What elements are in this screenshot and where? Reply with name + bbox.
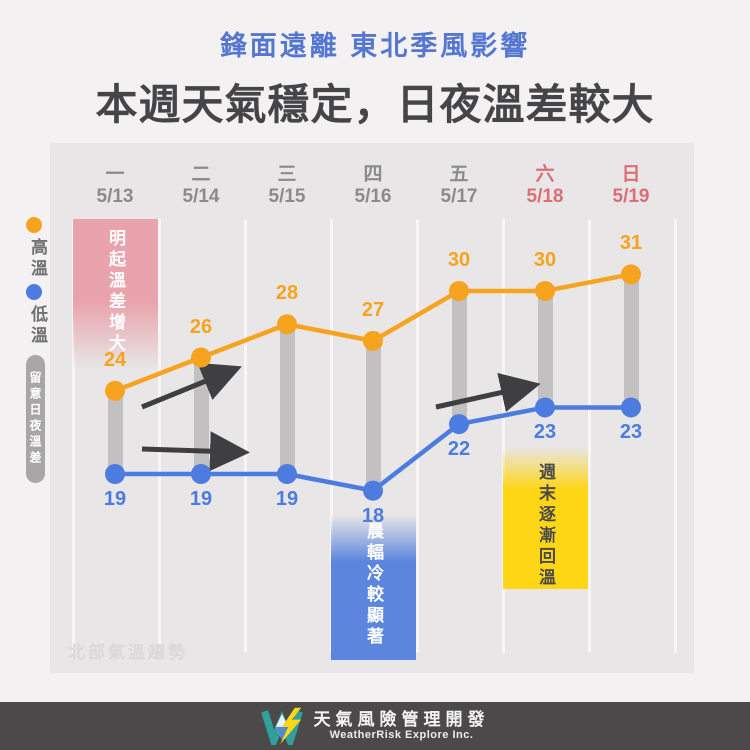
grid-line bbox=[158, 219, 161, 653]
day-label: 三 bbox=[277, 164, 297, 185]
high-temp-label: 28 bbox=[275, 282, 299, 305]
grid-line bbox=[502, 219, 505, 653]
temp-bar bbox=[537, 290, 553, 408]
date-label: 5/19 bbox=[612, 186, 650, 207]
high-temp-point bbox=[105, 380, 125, 401]
high-temp-legend-dot bbox=[26, 217, 42, 233]
note-pill-label: 留意日夜溫差 bbox=[28, 371, 42, 467]
grid-line bbox=[330, 219, 333, 653]
footer: 天氣風險管理開發 WeatherRisk Explore Inc. bbox=[0, 702, 750, 750]
low-temp-point bbox=[105, 464, 125, 484]
high-temp-label: 31 bbox=[619, 232, 643, 255]
day-label: 二 bbox=[191, 164, 211, 185]
day-label: 五 bbox=[449, 164, 469, 185]
high-temp-point bbox=[191, 347, 211, 368]
low-temp-point bbox=[449, 414, 469, 435]
weatherrisk-logo bbox=[260, 707, 303, 745]
date-label: 5/17 bbox=[440, 186, 478, 207]
high-temp-label: 27 bbox=[361, 298, 385, 321]
day-label: 日 bbox=[621, 164, 641, 185]
low-temp-legend-label: 低溫 bbox=[28, 305, 47, 347]
temp-bar bbox=[107, 390, 123, 474]
low-temp-label: 23 bbox=[533, 421, 557, 444]
trend-arrow bbox=[141, 362, 242, 410]
temp-bar bbox=[451, 290, 467, 425]
trend-arrow bbox=[141, 431, 250, 472]
annotation-box: 明起溫差增大 bbox=[73, 219, 158, 369]
annotation-label: 晨輻冷較顯著 bbox=[364, 522, 383, 648]
high-temp-label: 30 bbox=[447, 248, 471, 271]
low-temp-point bbox=[535, 397, 555, 418]
low-temp-point bbox=[621, 397, 641, 418]
annotation-label: 明起溫差增大 bbox=[106, 229, 125, 355]
header-subtitle: 鋒面遠離 東北季風影響 bbox=[219, 31, 531, 61]
date-label: 5/13 bbox=[96, 186, 134, 207]
trend-arrow bbox=[435, 372, 541, 412]
high-temp-point bbox=[277, 314, 297, 335]
low-temp-point bbox=[363, 480, 383, 501]
annotation-box: 晨輻冷較顯著 bbox=[331, 515, 416, 660]
page-title: 本週天氣穩定，日夜溫差較大 bbox=[95, 81, 655, 128]
low-temp-legend-dot bbox=[26, 284, 42, 300]
low-temp-label: 19 bbox=[103, 488, 127, 510]
high-temp-label: 24 bbox=[103, 348, 127, 371]
header: 鋒面遠離 東北季風影響 本週天氣穩定，日夜溫差較大 bbox=[0, 0, 750, 132]
grid-line bbox=[72, 219, 75, 653]
note-pill: 留意日夜溫差 bbox=[26, 355, 45, 483]
high-temp-point bbox=[449, 280, 469, 301]
high-temp-point bbox=[535, 280, 555, 301]
high-temp-label: 26 bbox=[189, 315, 213, 338]
low-temp-label: 19 bbox=[189, 488, 213, 510]
high-temp-point bbox=[363, 330, 383, 351]
footer-company-name: 天氣風險管理開發 bbox=[313, 710, 490, 729]
temp-bar bbox=[623, 274, 639, 408]
low-temp-point bbox=[191, 464, 211, 484]
temp-bar bbox=[365, 340, 381, 491]
annotation-label: 週末逐漸回溫 bbox=[536, 463, 555, 589]
high-temp-label: 30 bbox=[533, 248, 557, 271]
chart-caption: 北部氣溫趨勢 bbox=[68, 643, 188, 662]
chart-panel: 北部氣溫趨勢 一 5/13 二 5/14 三 5/15 四 5/16 五 5/17 六 5/18 日 5/… bbox=[50, 143, 694, 673]
day-label: 四 bbox=[363, 164, 383, 185]
low-temp-label: 18 bbox=[361, 504, 385, 527]
grid-line bbox=[588, 219, 591, 653]
date-label: 5/15 bbox=[268, 186, 306, 207]
date-label: 5/16 bbox=[354, 186, 392, 207]
temp-line-chart bbox=[105, 264, 641, 501]
high-temp-point bbox=[621, 264, 641, 285]
footer-text: 天氣風險管理開發 WeatherRisk Explore Inc. bbox=[314, 710, 490, 742]
grid-line bbox=[416, 219, 419, 653]
high-temp-legend-label: 高溫 bbox=[28, 238, 47, 280]
day-label: 六 bbox=[535, 164, 555, 185]
low-temp-label: 23 bbox=[619, 421, 643, 444]
footer-company-name-en: WeatherRisk Explore Inc. bbox=[329, 729, 474, 741]
grid-line bbox=[674, 219, 677, 653]
date-label: 5/18 bbox=[526, 186, 564, 207]
temp-bar bbox=[279, 324, 295, 474]
date-label: 5/14 bbox=[182, 186, 220, 207]
annotation-box: 週末逐漸回溫 bbox=[503, 447, 588, 589]
day-label: 一 bbox=[105, 164, 125, 185]
low-temp-point bbox=[277, 464, 297, 484]
low-temp-label: 19 bbox=[275, 488, 299, 510]
low-temp-label: 22 bbox=[447, 438, 471, 461]
